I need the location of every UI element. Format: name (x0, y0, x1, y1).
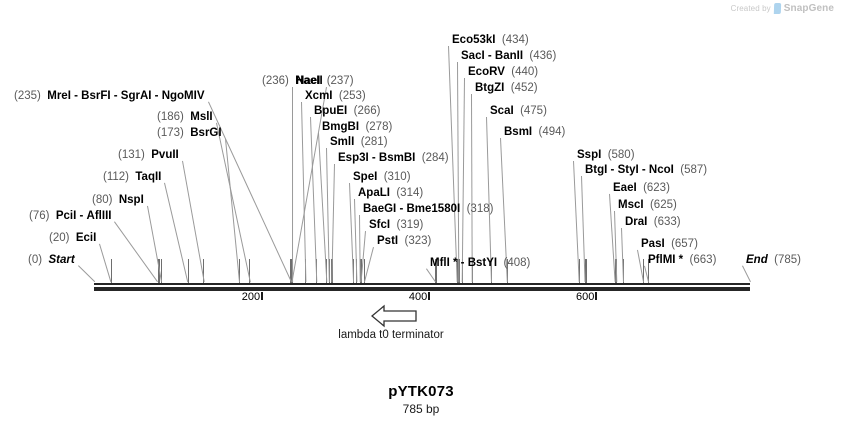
ruler-tick-label: 600 (576, 291, 595, 303)
label-leader-line (457, 61, 460, 282)
cut-site-tick (239, 259, 240, 283)
cut-site-tick (111, 259, 112, 283)
site-label-eco53kI[interactable]: Eco53kI (434) (452, 34, 529, 46)
cut-site-tick (291, 259, 292, 283)
plasmid-length: 785 bp (402, 402, 440, 416)
site-label-bpuEI[interactable]: BpuEI (266) (314, 105, 381, 117)
site-label-mscI[interactable]: MscI (625) (618, 199, 677, 211)
site-label-eciI[interactable]: (20) EciI (49, 232, 97, 244)
site-label-taqII[interactable]: (112) TaqII (103, 171, 162, 183)
label-leader-line (331, 164, 335, 283)
site-label-pvuII[interactable]: (131) PvuII (118, 149, 179, 161)
ruler-tick-label: 200 (241, 291, 261, 303)
site-label-mslI[interactable]: (186) MslI (157, 111, 213, 123)
cut-site-tick (643, 259, 644, 283)
site-label-nspI[interactable]: (80) NspI (92, 194, 144, 206)
backbone-top-line (94, 283, 750, 285)
site-label-smlI[interactable]: SmlI (281) (330, 136, 388, 148)
label-leader-line (354, 198, 358, 282)
site-label-xcmI[interactable]: XcmI (253) (305, 90, 366, 102)
cut-site-tick (579, 259, 580, 283)
site-label-start[interactable]: (0) Start (28, 254, 75, 266)
plasmid-title: pYTK073 (388, 383, 454, 400)
watermark-created-by: Created by (730, 4, 771, 13)
site-label-mreI[interactable]: (235) MreI - BsrFI - SgrAI - NgoMIV (14, 90, 205, 102)
cut-site-tick (435, 259, 437, 283)
site-label-haeII[interactable]: (236) HaeII (262, 75, 323, 87)
label-leader-line (215, 122, 251, 282)
feature-label: lambda t0 terminator (338, 329, 444, 341)
site-label-scaI[interactable]: ScaI (475) (490, 105, 547, 117)
label-leader-line (99, 243, 112, 282)
label-leader-line (461, 78, 465, 282)
cut-site-tick (648, 259, 649, 283)
ruler-tick-label: 400 (408, 291, 428, 303)
site-label-speI[interactable]: SpeI (310) (353, 171, 411, 183)
site-label-pciI[interactable]: (76) PciI - AflIII (29, 210, 112, 222)
site-label-baeGI[interactable]: BaeGI - Bme1580I (318) (363, 203, 494, 215)
label-leader-line (471, 93, 473, 282)
label-leader-line (224, 138, 240, 282)
site-label-mflI[interactable]: MflI * - BstYI (408) (430, 257, 531, 269)
site-label-sfcI[interactable]: SfcI (319) (369, 219, 424, 231)
site-label-pflMI[interactable]: PflMI * (663) (648, 254, 717, 266)
snapgene-logo-icon (773, 3, 781, 14)
label-leader-line (77, 265, 95, 282)
snapgene-watermark: Created by SnapGene (731, 3, 834, 14)
site-label-btgZI[interactable]: BtgZI (452) (475, 82, 538, 94)
ruler-tick (595, 292, 598, 300)
site-label-esp3I[interactable]: Esp3I - BsmBI (284) (338, 152, 449, 164)
cut-site-tick (188, 259, 189, 283)
site-label-btgI[interactable]: BtgI - StyI - NcoI (587) (585, 164, 708, 176)
site-label-draI[interactable]: DraI (633) (625, 216, 681, 228)
cut-site-tick (203, 259, 204, 283)
lambda-t0-terminator-arrow[interactable] (371, 303, 417, 329)
cut-site-tick (507, 259, 508, 283)
site-label-naeI[interactable]: NaeI (237) (296, 75, 354, 87)
cut-site-tick (364, 259, 365, 283)
label-leader-line (573, 160, 580, 282)
label-leader-line (292, 86, 294, 282)
watermark-brand: SnapGene (783, 3, 834, 14)
ruler-tick (261, 292, 264, 300)
label-leader-line (181, 160, 205, 282)
site-label-apaLI[interactable]: ApaLI (314) (358, 187, 424, 199)
site-label-bsrGI[interactable]: (173) BsrGI (157, 127, 222, 139)
label-leader-line (742, 265, 751, 282)
site-label-pstI[interactable]: PstI (323) (377, 235, 432, 247)
ruler-tick (428, 292, 431, 300)
site-label-sspI[interactable]: SspI (580) (577, 149, 635, 161)
backbone-bottom-line (94, 287, 750, 291)
site-label-pasI[interactable]: PasI (657) (641, 238, 698, 250)
label-leader-line (621, 227, 624, 282)
cut-site-tick (161, 259, 162, 283)
cut-site-tick (249, 259, 250, 283)
site-label-eaeI[interactable]: EaeI (623) (613, 182, 670, 194)
label-leader-line (581, 175, 586, 282)
site-label-end[interactable]: End (785) (746, 254, 801, 266)
cut-site-tick (585, 259, 587, 283)
site-label-bsmI[interactable]: BsmI (494) (504, 126, 566, 138)
label-leader-line (164, 182, 189, 282)
site-label-sacI[interactable]: SacI - BanII (436) (461, 50, 557, 62)
label-leader-line (301, 101, 307, 282)
label-leader-line (349, 182, 355, 282)
label-leader-line (363, 247, 374, 283)
site-label-bmgBI[interactable]: BmgBI (278) (322, 121, 393, 133)
site-label-ecoRV[interactable]: EcoRV (440) (468, 66, 539, 78)
